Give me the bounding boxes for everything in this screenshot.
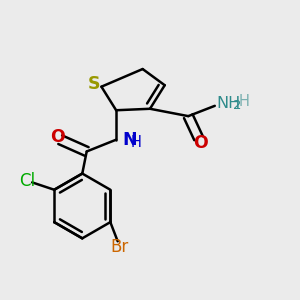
Text: Cl: Cl — [19, 172, 35, 190]
Text: O: O — [50, 128, 64, 146]
Text: N: N — [122, 131, 137, 149]
Text: S: S — [88, 75, 100, 93]
Text: 2: 2 — [233, 99, 242, 112]
Text: H: H — [238, 94, 249, 109]
Text: Br: Br — [110, 238, 128, 256]
Text: NH: NH — [216, 96, 241, 111]
Text: O: O — [193, 134, 207, 152]
Text: H: H — [131, 135, 142, 150]
